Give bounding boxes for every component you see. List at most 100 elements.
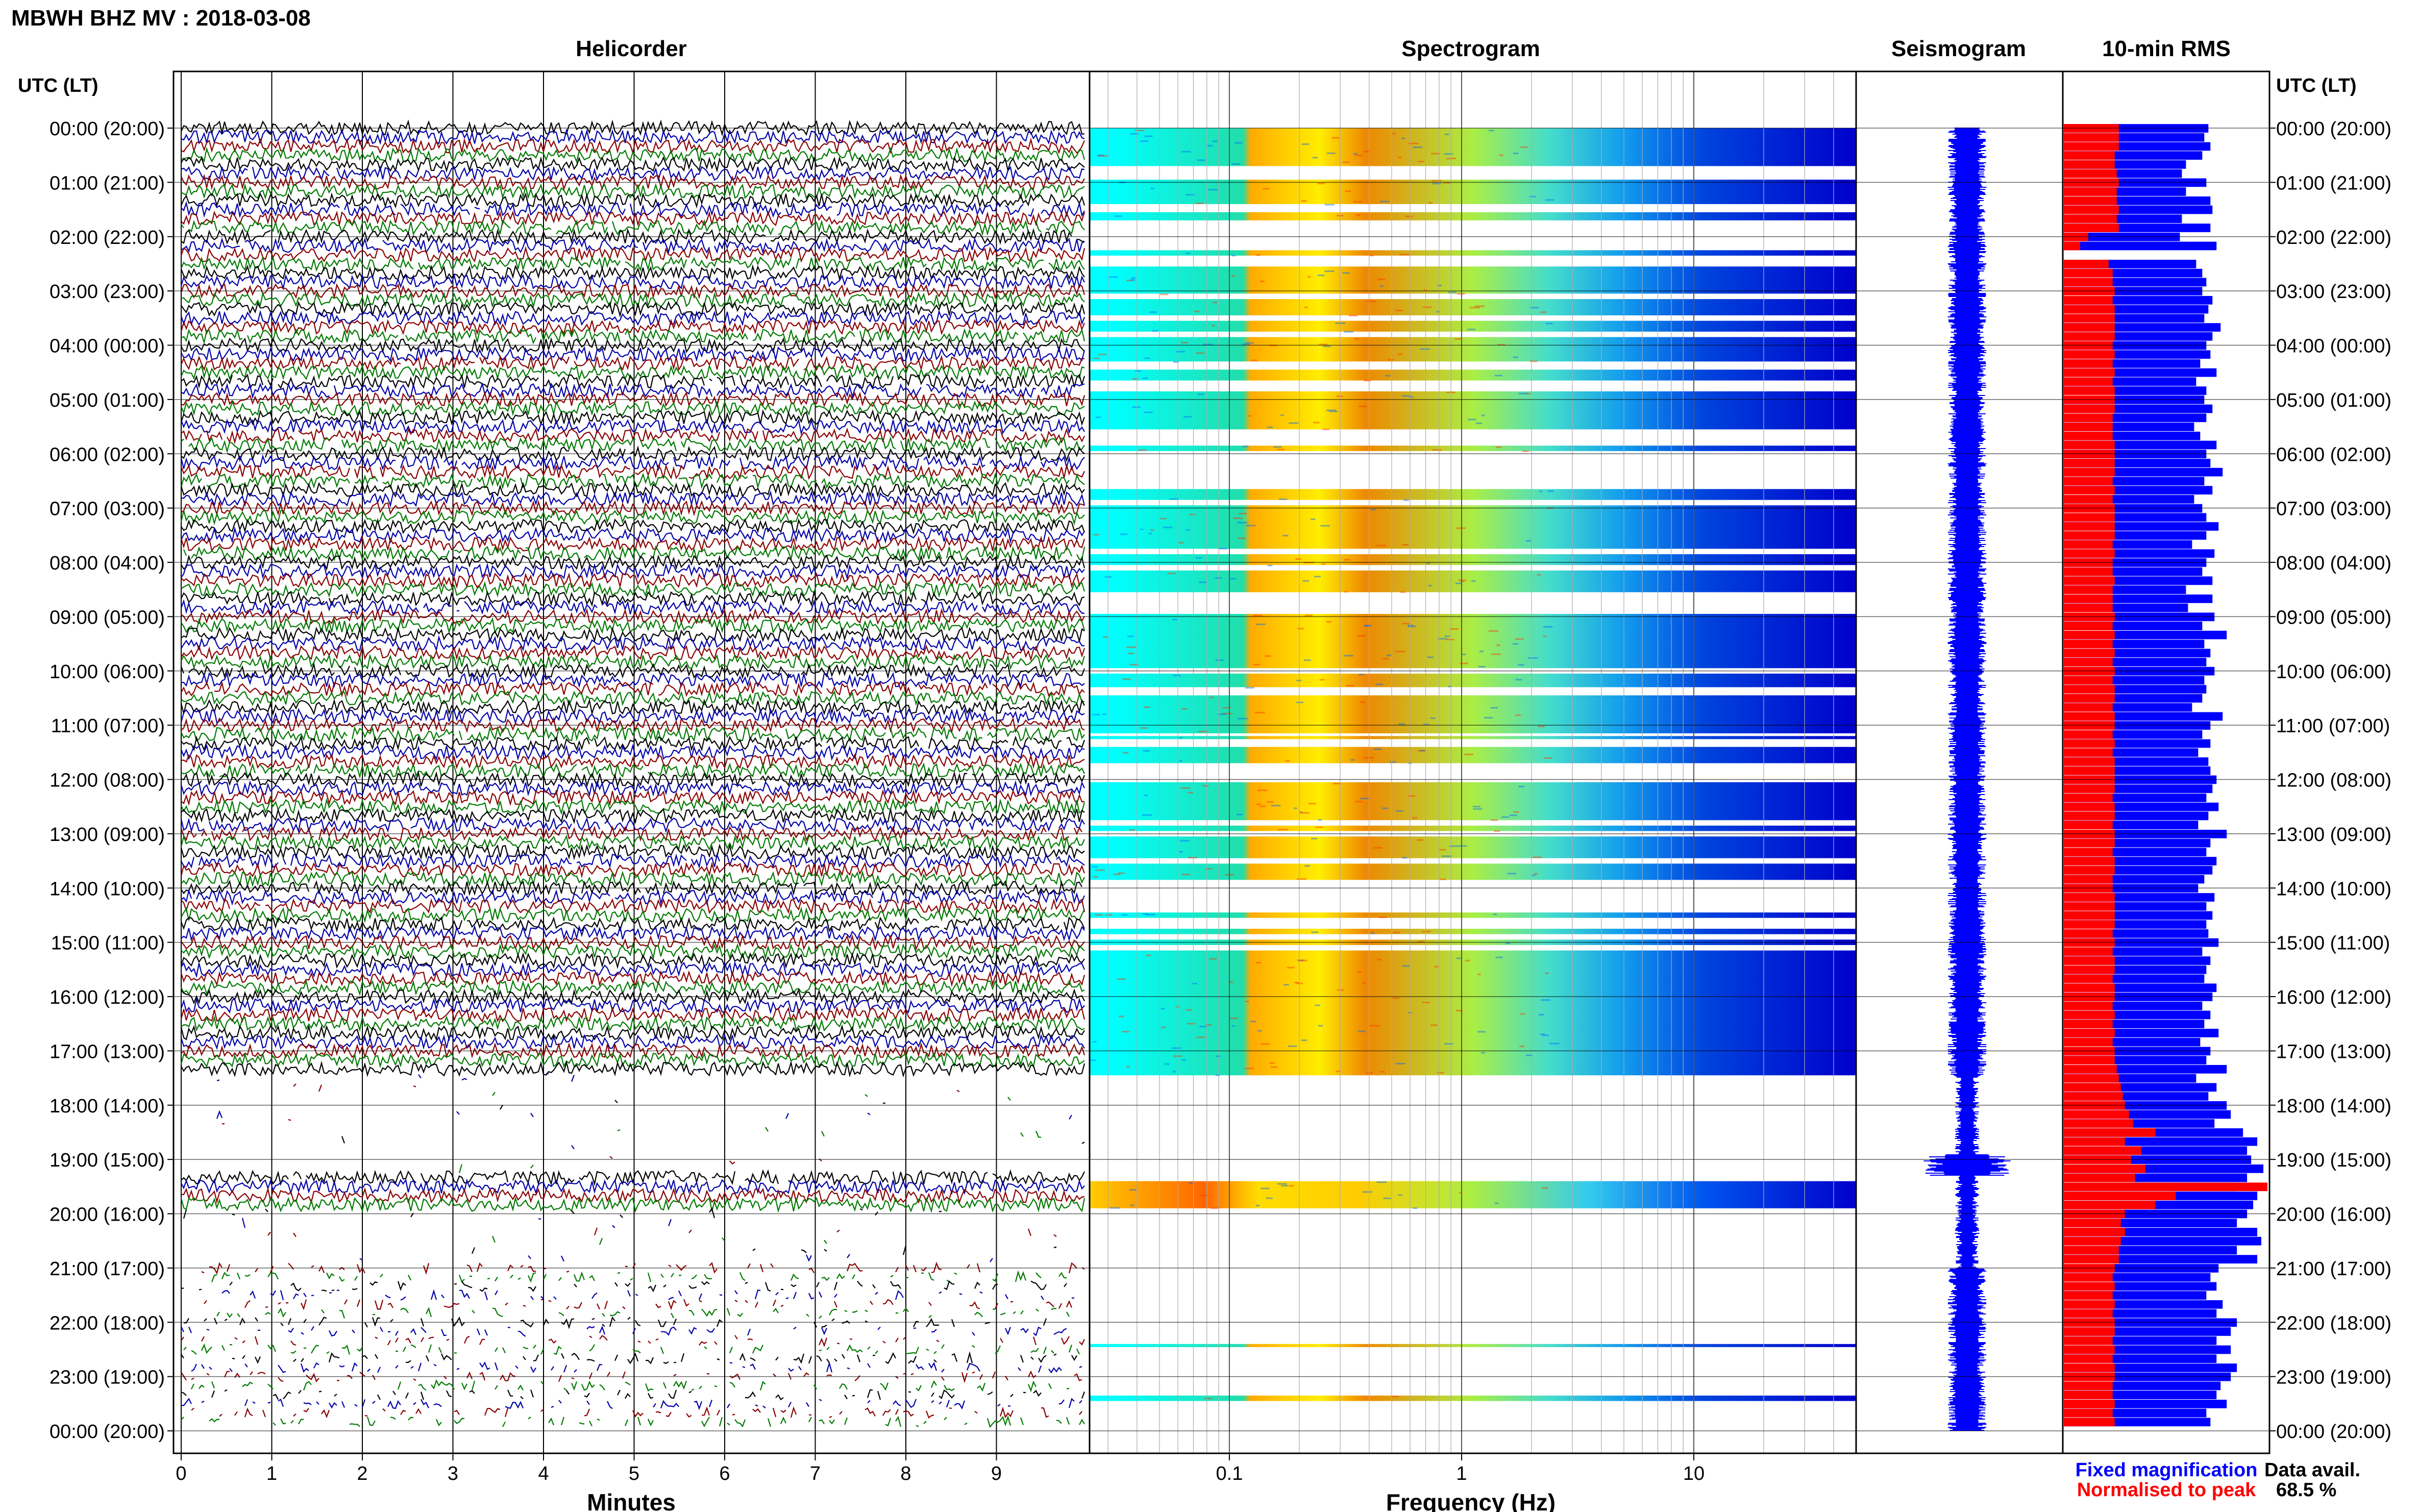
- rms-bar-normalised: [2064, 794, 2113, 802]
- helicorder-trace-row: [181, 853, 1085, 870]
- spectrogram-segment: [1090, 674, 1856, 687]
- time-axis-label-right: UTC (LT): [2276, 75, 2357, 96]
- rms-bar-normalised: [2064, 947, 2113, 956]
- rms-bar-fixed: [2064, 241, 2217, 251]
- rms-bar-normalised: [2064, 1137, 2125, 1146]
- spectrogram-segment: [1090, 1344, 1856, 1347]
- spectrogram-segment: [1090, 369, 1856, 381]
- helicorder-trace-row: [181, 500, 1085, 517]
- helicorder-trace-row: [242, 1218, 1062, 1228]
- panel-frames: [172, 70, 2270, 1454]
- rms-bar-normalised: [2064, 133, 2119, 142]
- rms-bar-normalised: [2064, 1110, 2129, 1119]
- rms-bar-normalised: [2064, 784, 2115, 794]
- rms-bar-normalised: [2064, 1092, 2123, 1101]
- helicorder-trace-row: [180, 255, 1085, 272]
- time-label-left: 06:00 (02:00): [50, 444, 165, 465]
- rms-bar-normalised: [2064, 486, 2115, 495]
- spectrogram-segment: [1090, 128, 1856, 166]
- helicorder-trace-row: [181, 807, 1085, 825]
- helicorder-trace-row: [181, 734, 1085, 752]
- data-avail-value: 68.5 %: [2276, 1479, 2336, 1501]
- spectrogram-tick-label: 1: [1456, 1463, 1467, 1484]
- rms-bar-normalised: [2064, 160, 2115, 169]
- rms-bar-normalised: [2064, 386, 2115, 395]
- spectrogram-segment: [1090, 212, 1856, 220]
- rms-bar-normalised: [2064, 467, 2115, 477]
- rms-bar-normalised: [2064, 1300, 2115, 1309]
- helicorder-trace-row: [181, 1326, 1072, 1336]
- helicorder-trace-row: [181, 680, 1085, 698]
- helicorder-trace-row: [341, 1136, 1085, 1144]
- rms-bar-normalised: [2064, 1345, 2115, 1354]
- helicorder-trace-row: [181, 553, 1085, 571]
- spectrogram-segment: [1090, 1181, 1856, 1208]
- helicorder-trace-row: [181, 183, 1085, 200]
- helicorder-trace-row: [181, 925, 1085, 942]
- spectrogram-tick-label: 0.1: [1216, 1463, 1243, 1484]
- time-label-left: 03:00 (23:00): [50, 281, 165, 303]
- time-label-right: 20:00 (16:00): [2276, 1204, 2391, 1226]
- rms-bar-normalised: [2064, 1219, 2121, 1228]
- helicorder-trace-row: [181, 626, 1085, 643]
- rms-bar-normalised: [2064, 929, 2113, 938]
- helicorder-trace-row: [617, 1127, 1042, 1138]
- helicorder-trace-row: [180, 816, 1085, 833]
- rms-bar-normalised: [2064, 431, 2113, 440]
- rms-bar-normalised: [2064, 1309, 2113, 1318]
- rms-bar-normalised: [2064, 1354, 2113, 1364]
- rms-bar-normalised: [2064, 1273, 2113, 1282]
- spectrogram-segment: [1090, 320, 1856, 332]
- helicorder-trace-row: [181, 1178, 1085, 1196]
- time-label-right: 16:00 (12:00): [2276, 987, 2391, 1008]
- helicorder-trace-row: [181, 1169, 1085, 1186]
- helicorder-trace-row: [181, 988, 1085, 1005]
- time-label-right: 08:00 (04:00): [2276, 553, 2391, 574]
- helicorder-trace-row: [181, 1351, 1077, 1365]
- rms-bar-normalised: [2064, 902, 2115, 911]
- rms-bar-normalised: [2064, 513, 2115, 522]
- time-label-left: 10:00 (06:00): [50, 661, 165, 683]
- rms-bar-normalised: [2064, 1010, 2115, 1020]
- helicorder-trace-row: [191, 1381, 1084, 1391]
- helicorder-trace-row: [180, 780, 1085, 797]
- rms-bar-normalised: [2064, 1182, 2267, 1192]
- rms-bar-normalised: [2064, 622, 2113, 630]
- rms-bar-normalised: [2064, 477, 2113, 486]
- rms-bar-normalised: [2064, 676, 2113, 685]
- rms-bar-normalised: [2064, 694, 2115, 703]
- time-label-right: 02:00 (22:00): [2276, 227, 2391, 249]
- helicorder-trace-row: [181, 328, 1085, 344]
- time-label-left: 08:00 (04:00): [50, 553, 165, 574]
- helicorder-trace-row: [181, 1389, 1085, 1401]
- spectrogram-title: Spectrogram: [1401, 36, 1540, 61]
- rms-bar-normalised: [2064, 323, 2115, 332]
- rms-bar-normalised: [2064, 1291, 2113, 1300]
- rms-bar-normalised: [2064, 865, 2115, 875]
- helicorder-trace-row: [181, 1060, 1085, 1078]
- rms-bar-normalised: [2064, 423, 2113, 431]
- helicorder-trace-row: [180, 192, 1085, 209]
- helicorder-trace-row: [180, 309, 1085, 327]
- rms-bar-normalised: [2064, 1164, 2145, 1173]
- spectrogram-segment: [1090, 825, 1856, 831]
- spectrogram-segment: [1090, 445, 1856, 451]
- time-label-right: 06:00 (02:00): [2276, 444, 2391, 465]
- helicorder-trace-row: [180, 834, 1085, 851]
- helicorder-trace-row: [180, 1006, 1085, 1023]
- rms-bar-normalised: [2064, 540, 2113, 549]
- helicorder-xlabel: Minutes: [587, 1489, 676, 1512]
- rms-bar-normalised: [2064, 703, 2113, 712]
- helicorder-trace-row: [293, 1084, 1079, 1092]
- spectrogram-segment: [1090, 929, 1856, 934]
- rms-bar-normalised: [2064, 549, 2115, 558]
- helicorder-trace-row: [212, 1272, 1082, 1282]
- spectrogram-segment: [1090, 695, 1856, 734]
- rms-bar-normalised: [2064, 413, 2113, 423]
- time-label-left: 00:00 (20:00): [50, 118, 165, 140]
- helicorder-trace-row: [222, 1120, 1054, 1124]
- rms-bar-normalised: [2064, 821, 2113, 830]
- time-label-right: 07:00 (03:00): [2276, 499, 2391, 520]
- spectrogram-segment: [1090, 337, 1856, 362]
- time-label-left: 05:00 (01:00): [50, 390, 165, 411]
